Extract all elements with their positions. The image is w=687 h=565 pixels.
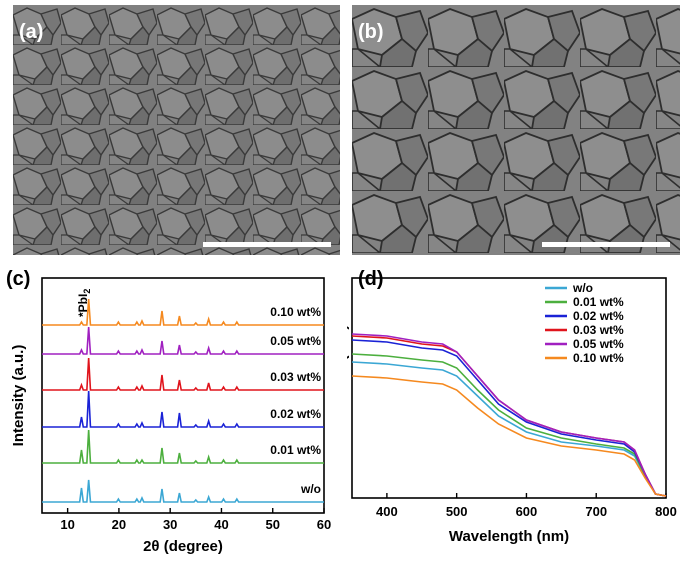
x-tick-label: 10 — [60, 517, 74, 532]
sem-image-a: (a) — [13, 5, 340, 255]
x-axis-label: Wavelength (nm) — [449, 528, 569, 545]
legend-label: w/o — [572, 281, 593, 295]
legend-label: 0.05 wt% — [573, 337, 624, 351]
legend-label: 0.02 wt% — [573, 309, 624, 323]
series-label: w/o — [300, 482, 321, 496]
xrd-series-line — [42, 357, 324, 391]
legend-label: 0.03 wt% — [573, 323, 624, 337]
x-tick-label: 600 — [516, 504, 538, 519]
legend-label: 0.10 wt% — [573, 351, 624, 365]
panel-label-d: (d) — [358, 268, 384, 290]
absorbance-series-line — [351, 333, 667, 497]
absorbance-chart: 400 500 600 700 800 Wavelength (nm) Absorbance… — [347, 277, 677, 545]
x-tick-label: 40 — [214, 517, 228, 532]
xrd-chart: 10 20 30 40 50 60 2θ (degree) Intensity (a.u.) w… — [10, 277, 331, 555]
legend-label: 0.01 wt% — [573, 295, 624, 309]
series-label: 0.02 wt% — [270, 407, 321, 421]
panel-label-a: (a) — [19, 21, 44, 43]
panel-label-c: (c) — [6, 268, 31, 290]
series-label: 0.05 wt% — [270, 334, 321, 348]
xrd-series-line — [42, 479, 324, 503]
scale-bar-b — [542, 242, 670, 247]
absorbance-series-line — [351, 353, 667, 497]
absorbance-series-line — [351, 375, 667, 497]
y-axis-label: Absorbance (a.u.) — [347, 325, 350, 452]
series-label: 0.01 wt% — [270, 443, 321, 457]
x-tick-label: 800 — [655, 504, 677, 519]
x-tick-label: 20 — [112, 517, 126, 532]
plot-frame — [351, 277, 667, 499]
panel-label-b: (b) — [358, 21, 384, 43]
x-tick-label: 60 — [317, 517, 331, 532]
scale-bar-a — [203, 242, 331, 247]
xrd-series-line — [42, 390, 324, 428]
x-tick-label: 50 — [265, 517, 279, 532]
x-tick-label: 700 — [585, 504, 607, 519]
series-label: 0.03 wt% — [270, 370, 321, 384]
pbi2-annotation: *PbI2 — [76, 289, 92, 317]
plot-frame — [41, 277, 325, 514]
grain-texture-b — [352, 5, 680, 255]
x-axis-label: 2θ (degree) — [143, 538, 223, 555]
x-tick-label: 500 — [446, 504, 468, 519]
sem-image-b: (b) — [352, 5, 680, 255]
grain-texture-a — [13, 5, 340, 255]
xrd-series-line — [42, 429, 324, 464]
y-axis-label: Intensity (a.u.) — [10, 345, 27, 447]
xrd-series-line — [42, 326, 324, 355]
x-tick-label: 400 — [376, 504, 398, 519]
x-tick-label: 30 — [163, 517, 177, 532]
xrd-series-line — [42, 298, 324, 326]
series-label: 0.10 wt% — [270, 305, 321, 319]
